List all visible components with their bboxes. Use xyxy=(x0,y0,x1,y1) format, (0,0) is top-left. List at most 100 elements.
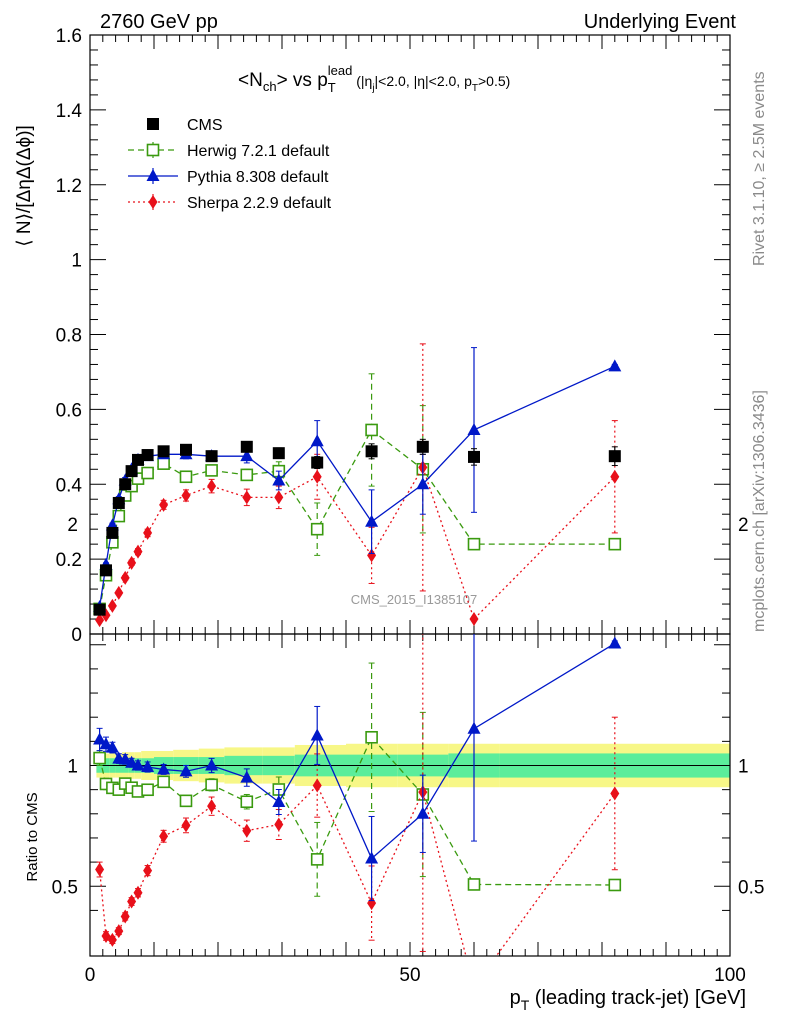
legend-marker-sherpa xyxy=(148,195,158,209)
ratio-point-sherpa xyxy=(367,896,377,911)
y-tick-label: 0.8 xyxy=(56,326,82,347)
legend: CMS Herwig 7.2.1 default Pythia 8.308 defa… xyxy=(128,117,332,212)
legend-entry-cms: CMS xyxy=(147,117,223,134)
point-cms xyxy=(608,450,621,463)
y-tick-label: 0.4 xyxy=(56,475,83,496)
ratio-point-pythia xyxy=(157,762,171,775)
analysis-watermark: CMS_2015_I1385107 xyxy=(351,592,478,607)
side-label-mcplots: mcplots.cern.ch [arXiv:1306.3436] xyxy=(751,390,768,632)
series-pythia xyxy=(93,347,622,613)
ratio-point-herwig xyxy=(467,878,481,891)
ratio-y-tick-label-right: 2 xyxy=(738,515,749,536)
ratio-point-sherpa xyxy=(274,817,284,832)
ratio-y-tick-label: 0.5 xyxy=(52,877,78,898)
data-series xyxy=(93,343,622,956)
ratio-point-sherpa xyxy=(127,894,137,909)
point-sherpa xyxy=(133,544,143,559)
point-sherpa xyxy=(610,469,620,484)
point-cms xyxy=(205,450,218,463)
x-tick-label: 0 xyxy=(85,965,96,986)
point-herwig xyxy=(179,470,193,484)
y-tick-label: 1 xyxy=(71,251,82,272)
point-herwig xyxy=(310,522,324,536)
ratio-point-sherpa xyxy=(120,909,130,924)
point-cms xyxy=(106,526,119,539)
point-cms xyxy=(112,496,125,509)
ratio-point-pythia xyxy=(310,728,324,741)
point-sherpa xyxy=(127,555,137,570)
point-sherpa xyxy=(95,613,105,628)
legend-label-sherpa: Sherpa 2.2.9 default xyxy=(187,195,332,212)
point-sherpa xyxy=(120,570,130,585)
legend-marker-cms xyxy=(147,118,159,130)
point-pythia xyxy=(608,359,622,372)
ratio-point-sherpa xyxy=(107,932,117,947)
header-energy: 2760 GeV pp xyxy=(100,11,218,33)
point-sherpa xyxy=(274,490,284,505)
point-sherpa xyxy=(107,598,117,613)
ratio-point-pythia xyxy=(416,806,430,819)
point-cms xyxy=(272,447,285,460)
y-tick-label: 1.2 xyxy=(56,176,82,197)
ratio-point-pythia xyxy=(240,770,254,783)
series-sherpa xyxy=(95,343,620,628)
ratio-point-pythia xyxy=(93,732,107,745)
point-cms xyxy=(240,440,253,453)
point-sherpa xyxy=(159,497,169,512)
ratio-point-sherpa xyxy=(242,823,252,838)
legend-label-cms: CMS xyxy=(187,117,223,134)
ratio-point-pythia xyxy=(105,740,119,753)
point-pythia xyxy=(310,434,324,447)
point-cms xyxy=(180,443,192,456)
point-sherpa xyxy=(181,488,191,503)
ratio-point-pythia xyxy=(131,758,145,771)
point-cms xyxy=(365,445,378,458)
ratio-point-sherpa xyxy=(181,818,191,833)
ratio-point-pythia xyxy=(365,851,379,864)
plot-title: <Nch> vs pTlead (|ηj|<2.0, |η|<2.0, pT>0… xyxy=(238,63,510,95)
ratio-point-pythia xyxy=(99,737,113,750)
point-pythia xyxy=(240,449,254,462)
point-sherpa xyxy=(312,469,322,484)
ratio-point-pythia xyxy=(205,758,219,771)
ratio-point-herwig xyxy=(141,783,154,797)
ratio-y-tick-label: 2 xyxy=(67,515,78,536)
point-cms xyxy=(119,478,132,491)
legend-label-herwig: Herwig 7.2.1 default xyxy=(187,143,330,160)
point-cms xyxy=(141,449,154,462)
ratio-point-herwig xyxy=(608,878,622,892)
point-herwig xyxy=(157,457,170,470)
y-tick-label: 0.6 xyxy=(56,400,82,421)
y-axis-label: ⟨ N⟩/[ΔηΔ(Δϕ)] xyxy=(14,125,35,247)
ratio-y-tick-label-right: 1 xyxy=(738,757,749,778)
point-cms xyxy=(468,450,480,463)
point-sherpa xyxy=(242,490,252,505)
point-cms xyxy=(125,465,138,478)
ratio-y-tick-label: 1 xyxy=(67,757,78,778)
legend-entry-pythia: Pythia 8.308 default xyxy=(128,168,329,186)
ratio-point-herwig xyxy=(240,795,254,809)
series-cms xyxy=(93,438,621,616)
header-analysis: Underlying Event xyxy=(584,11,737,33)
point-pythia xyxy=(272,473,286,486)
point-sherpa xyxy=(143,525,153,540)
ratio-point-sherpa xyxy=(114,924,124,939)
ratio-point-sherpa xyxy=(159,829,169,844)
ratio-point-pythia xyxy=(141,760,155,773)
y-tick-label: 1.4 xyxy=(56,101,83,122)
point-cms xyxy=(416,440,429,453)
point-herwig xyxy=(467,537,481,551)
point-herwig xyxy=(112,509,126,523)
ratio-point-herwig xyxy=(179,794,193,808)
ratio-point-sherpa xyxy=(312,778,322,793)
point-herwig xyxy=(365,423,378,437)
ratio-series-pythia xyxy=(93,634,622,902)
ratio-point-herwig xyxy=(365,730,378,744)
ratio-point-sherpa xyxy=(133,885,143,900)
ratio-point-sherpa xyxy=(95,862,105,877)
point-sherpa xyxy=(207,479,217,494)
series-line-pythia xyxy=(98,365,616,608)
ratio-point-pythia xyxy=(608,636,622,649)
ratio-point-herwig xyxy=(93,751,106,765)
